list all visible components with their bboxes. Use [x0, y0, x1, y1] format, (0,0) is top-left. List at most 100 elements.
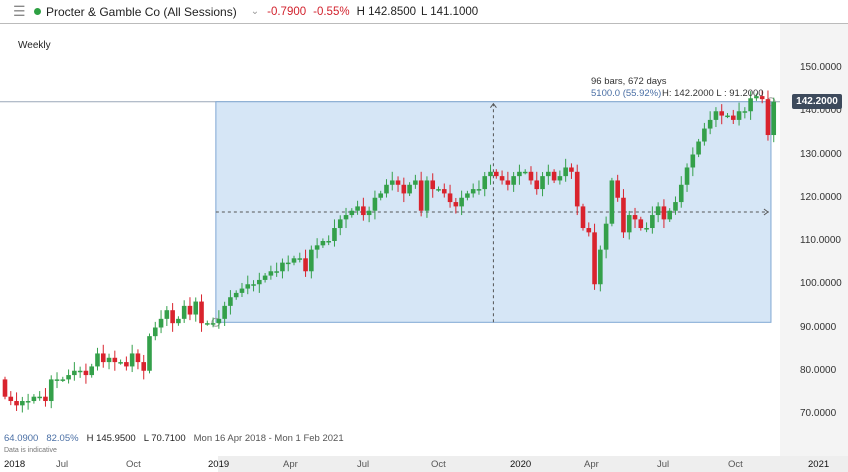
candle-body	[349, 210, 355, 216]
candle-body	[494, 171, 499, 177]
candle-body	[430, 180, 436, 190]
candle-body	[239, 288, 245, 293]
candle-body	[638, 219, 644, 229]
hamburger-menu-icon[interactable]: ☰	[13, 3, 26, 19]
time-tick-label: Oct	[728, 459, 743, 470]
candle-body	[742, 111, 748, 113]
price-tick-label: 150.0000	[800, 62, 842, 73]
candle-body	[337, 219, 343, 229]
candle-body	[262, 275, 268, 280]
current-price-label: 142.2000	[792, 94, 842, 109]
candle-body	[378, 193, 383, 198]
measure-bars: 96 bars, 672 days	[591, 76, 667, 87]
candle-body	[563, 167, 568, 177]
measure-box[interactable]	[0, 97, 780, 327]
candle-body	[361, 206, 366, 216]
candle-body	[257, 279, 262, 285]
instrument-name[interactable]: Procter & Gamble Co (All Sessions)	[46, 4, 237, 19]
candle-body	[54, 379, 60, 381]
candle-body	[470, 189, 476, 194]
candle-body	[696, 141, 701, 155]
candle-body	[164, 310, 170, 319]
candle-body	[609, 180, 615, 224]
timeframe-label[interactable]: Weekly	[18, 40, 51, 51]
candle-body	[20, 401, 25, 406]
candle-body	[106, 357, 112, 363]
range-dates: Mon 16 Apr 2018 - Mon 1 Feb 2021	[193, 433, 344, 444]
candle-body	[465, 193, 470, 198]
candle-body	[8, 396, 14, 402]
candle-body	[441, 189, 447, 194]
candle-body	[395, 180, 401, 185]
candle-body	[632, 215, 638, 220]
candle-body	[366, 210, 372, 216]
candle-body	[644, 228, 649, 230]
candle-body	[748, 98, 753, 112]
candle-body	[534, 180, 540, 190]
range-change: 64.0900	[4, 433, 39, 444]
candle-body	[193, 301, 199, 315]
candle-body	[436, 189, 441, 191]
candle-body	[95, 353, 100, 367]
candle-body	[540, 176, 545, 190]
candle-body	[684, 167, 690, 185]
candle-body	[251, 284, 256, 286]
candle-body	[170, 310, 175, 324]
candle-body	[14, 401, 19, 406]
candle-body	[771, 101, 777, 136]
candle-body	[730, 115, 736, 120]
candle-body	[626, 215, 632, 233]
candle-body	[158, 318, 164, 328]
range-info: 64.0900 82.05% H 145.9500 L 70.7100 Mon 16 A…	[4, 433, 352, 444]
candle-body	[569, 167, 574, 172]
candle-body	[655, 206, 661, 216]
candle-body	[285, 262, 291, 265]
instrument-header: ☰ Procter & Gamble Co (All Sessions) ⌄ -…	[0, 0, 848, 24]
time-tick-label: Jul	[56, 459, 69, 470]
range-low: L 70.7100	[143, 433, 186, 444]
time-tick-label: 2021	[808, 459, 830, 470]
candle-body	[326, 241, 331, 243]
candle-body	[100, 353, 106, 363]
candle-body	[598, 249, 603, 285]
candle-body	[37, 396, 42, 399]
time-tick-label: Jul	[357, 459, 370, 470]
candle-body	[401, 184, 407, 194]
data-indicative-note: Data is indicative	[4, 447, 57, 454]
session-low: L 141.1000	[421, 5, 479, 18]
candle-body	[765, 99, 771, 136]
candle-body	[384, 184, 389, 194]
candle-body	[736, 111, 742, 120]
candle-body	[268, 271, 274, 276]
candle-body	[83, 370, 89, 376]
candle-body	[309, 249, 314, 272]
price-tick-label: 90.0000	[800, 321, 837, 333]
candle-body	[615, 180, 620, 198]
range-pct: 82.05%	[46, 433, 79, 444]
candle-body	[205, 323, 210, 325]
candle-body	[124, 362, 129, 367]
arrow-heads-icon	[490, 102, 769, 216]
candle-body	[482, 176, 488, 190]
time-tick-label: Jul	[657, 459, 670, 470]
candle-body	[546, 171, 551, 177]
time-tick-label: 2020	[510, 459, 532, 470]
candle-body	[499, 176, 505, 181]
candle-body	[222, 305, 227, 319]
candle-body	[678, 184, 684, 203]
candle-body	[320, 241, 326, 246]
candle-body	[147, 336, 152, 371]
candle-body	[574, 171, 580, 207]
measure-change: 5100.0 (55.92%)	[591, 88, 662, 99]
candle-body	[702, 128, 707, 142]
candle-body	[112, 357, 118, 363]
candle-body	[407, 184, 412, 194]
time-tick-label: Oct	[126, 459, 141, 470]
candle-body	[389, 180, 395, 185]
candle-body	[551, 171, 557, 181]
candle-body	[418, 180, 424, 211]
chevron-down-icon[interactable]: ⌄	[250, 6, 260, 17]
time-tick-label: 2019	[208, 459, 230, 470]
candle-body	[557, 176, 563, 181]
